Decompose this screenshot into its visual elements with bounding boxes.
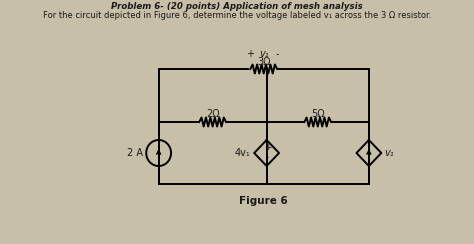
Text: Problem 6- (20 points) Application of mesh analysis: Problem 6- (20 points) Application of me… (111, 2, 363, 11)
Text: 2Ω: 2Ω (206, 109, 219, 119)
Text: -: - (275, 49, 279, 59)
Text: Figure 6: Figure 6 (239, 196, 288, 206)
Text: -: - (266, 153, 269, 163)
Text: 5Ω: 5Ω (311, 109, 325, 119)
Text: +: + (246, 49, 255, 59)
Text: For the circuit depicted in Figure 6, determine the voltage labeled v₁ across th: For the circuit depicted in Figure 6, de… (43, 11, 431, 20)
Text: 3Ω: 3Ω (257, 57, 271, 67)
Text: v₁: v₁ (384, 148, 394, 158)
Text: 2 A: 2 A (128, 148, 143, 158)
Text: 4v₁: 4v₁ (235, 148, 250, 158)
Text: +: + (264, 143, 271, 152)
Text: v₁: v₁ (259, 49, 269, 59)
